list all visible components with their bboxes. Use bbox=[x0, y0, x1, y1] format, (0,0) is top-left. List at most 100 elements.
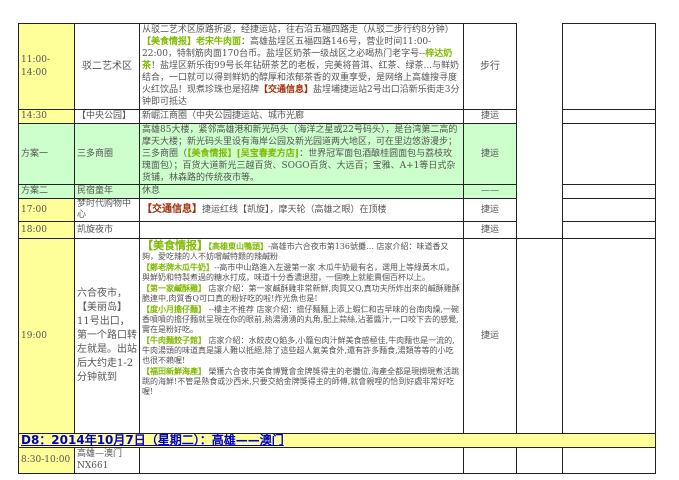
day-header-text: D8：2014年10月7日（星期二）：高雄——澳门 bbox=[21, 433, 284, 447]
place-text: 凯旋夜市 bbox=[77, 224, 114, 235]
time-text: 14:30 bbox=[21, 111, 47, 121]
time-cell: 14:30 bbox=[18, 109, 75, 124]
flight-number: NX661 bbox=[77, 461, 109, 471]
place-text: 三多商圈 bbox=[77, 148, 114, 159]
time-text: 8:30-10:00 bbox=[21, 455, 71, 465]
notes-cell bbox=[562, 198, 656, 222]
place-cell: 驳二艺术区 bbox=[74, 23, 140, 110]
restaurant-desc: 榮獲六合夜市美食博覽會金牌獎得主的老攤位,海產全都是現撈現煮活跳跳的海鮮!不管是… bbox=[142, 367, 460, 396]
transport-cell: 捷运 bbox=[463, 109, 517, 124]
plan-cell: 方案一 bbox=[18, 123, 75, 185]
food-info-tag: 【美食情报】 bbox=[187, 149, 237, 159]
place-text: 【中央公园】 bbox=[77, 111, 132, 121]
place-cell: 民宿童年 bbox=[74, 184, 140, 199]
empty-column bbox=[516, 23, 563, 239]
transport-cell: —— bbox=[463, 184, 517, 199]
desc-text: ：高雄盐埕区五福四路146号，营业时间11:00-22:00，特制筋肉面170台… bbox=[142, 37, 432, 59]
food-item: 【牛肉麵餃子館】 店家介紹：水餃皮Q餡多,小籠包肉汁鮮美食感極佳,牛肉麵也是一流… bbox=[142, 335, 461, 366]
transport-cell: 捷运 bbox=[463, 123, 517, 185]
place-cell: 【中央公园】 bbox=[74, 109, 140, 124]
restaurant-desc: --高市中山路進入左邊第一家 木瓜牛奶最有名，選用上等綠黃木瓜，與鮮奶和特製煮過… bbox=[142, 263, 454, 282]
restaurant-name: [吴宝春麦方店] bbox=[236, 149, 300, 159]
food-item: 【福田新鮮海產】 榮獲六合夜市美食博覽會金牌獎得主的老攤位,海產全都是現撈現煮活… bbox=[142, 366, 461, 397]
food-list: 【美食情报】【高雄東山鴨頭】-高雄市六合夜市第136號攤… 店家介紹：味道香又夠… bbox=[142, 240, 461, 397]
place-text: 梦时代购物中心 bbox=[77, 199, 132, 220]
place-cell: 高雄—澳门 NX661 bbox=[74, 447, 140, 474]
transport-cell: 捷运 bbox=[463, 198, 517, 222]
transport-cell: 捷运 bbox=[463, 238, 517, 434]
place-cell: 三多商圈 bbox=[74, 123, 140, 185]
restaurant-name: 【福田新鮮海產】 bbox=[142, 366, 206, 376]
plan-text: 方案二 bbox=[21, 186, 49, 196]
time-cell: 18:00 bbox=[18, 221, 75, 239]
description-cell: 新崛江商圈（中央公园捷运站、城市光廊 bbox=[139, 109, 464, 124]
desc-text: 休息 bbox=[142, 186, 161, 196]
description-cell: 休息 bbox=[139, 184, 464, 199]
restaurant-desc: -高雄市六合夜市第136號攤… 店家介紹：味道香又夠，愛吃辣的人不妨嚐鹹特餵的辣… bbox=[142, 242, 449, 261]
place-text: 高雄—澳门 bbox=[77, 449, 123, 459]
food-item: 【鄭老牌木瓜牛奶】--高市中山路進入左邊第一家 木瓜牛奶最有名，選用上等綠黃木瓜… bbox=[142, 262, 461, 283]
transport-cell: 步行 bbox=[463, 23, 517, 110]
empty-cell bbox=[516, 447, 563, 474]
description-cell: 从驳二艺术区原路折返，经捷运站，往右沿五福四路走（从驳二步行约8分钟） 【美食情报… bbox=[139, 23, 464, 110]
restaurant-desc: 店家介紹：水餃皮Q餡多,小籠包肉汁鮮美食感極佳,牛肉麵也是一流的,牛肉湯頭的味道… bbox=[142, 336, 455, 365]
restaurant-name: 【第一家鹹酥雞】 bbox=[142, 283, 206, 293]
restaurant-name: 老宋牛肉面 bbox=[196, 37, 242, 47]
restaurant-name: 【鄭老牌木瓜牛奶】 bbox=[142, 262, 214, 272]
place-text: 驳二艺术区 bbox=[82, 61, 132, 72]
food-item: 【美食情报】【高雄東山鴨頭】-高雄市六合夜市第136號攤… 店家介紹：味道香又夠… bbox=[142, 240, 461, 262]
desc-text: 盐埕埔捷运站2号出口沿新乐街走3分钟即可抵达 bbox=[142, 85, 460, 107]
transport-cell: 捷运 bbox=[463, 221, 517, 239]
traffic-info-tag: 【交通信息】 bbox=[259, 85, 314, 95]
time-text: 11:00-14:00 bbox=[21, 54, 50, 78]
empty-cell bbox=[516, 238, 563, 434]
time-text: 18:00 bbox=[21, 224, 47, 235]
food-item: 【度小月擔仔麵】 --樓主不推荐 店家介紹：擔仔麵麵上添上蝦仁和古早味的台南肉燥… bbox=[142, 304, 461, 335]
description-cell: 高雄85大楼，紧邻高雄港和新光码头（海洋之星或22号码头），是台湾第二高的摩天大… bbox=[139, 123, 464, 185]
food-item: 【第一家鹹酥雞】 店家介紹：第一家鹹酥雞非常新鮮,肉質又Q,真功夫所炸出來的鹹酥… bbox=[142, 283, 461, 304]
place-cell: 凯旋夜市 bbox=[74, 221, 140, 239]
description-cell: 【交通信息】捷运红线【凯旋】，摩天轮（高雄之眼）在顶楼 bbox=[139, 198, 464, 222]
restaurant-desc: --樓主不推荐 店家介紹：擔仔麵麵上添上蝦仁和古早味的台南肉燥,一碗香噴噴的擔仔… bbox=[142, 305, 460, 334]
notes-cell bbox=[562, 123, 656, 185]
restaurant-desc: 店家介紹：第一家鹹酥雞非常新鮮,肉質又Q,真功夫所炸出來的鹹酥雞酥脆連中,肉質香… bbox=[142, 284, 460, 303]
restaurant-name: 梓达奶茶 bbox=[142, 49, 453, 71]
place-cell: 六合夜市，【美丽岛】11号出口，第一个路口转左就是。出站后大约走1-2分钟就到 bbox=[74, 238, 140, 434]
transport-text: 捷运 bbox=[480, 148, 499, 159]
description-cell bbox=[139, 221, 464, 239]
notes-cell bbox=[562, 184, 656, 199]
desc-text: ！盐埕区新乐街99号长年钻研茶艺的老板，完美将普洱、红茶、绿茶...与鲜奶结合，… bbox=[142, 61, 460, 95]
time-cell: 8:30-10:00 bbox=[18, 447, 75, 474]
description-cell bbox=[139, 447, 464, 474]
transport-text: 捷运 bbox=[480, 330, 499, 341]
transport-text: 捷运 bbox=[480, 204, 499, 215]
transport-cell bbox=[463, 447, 517, 474]
time-cell: 17:00 bbox=[18, 198, 75, 222]
time-text: 17:00 bbox=[21, 204, 47, 215]
transport-text: —— bbox=[481, 186, 499, 196]
restaurant-name: 【高雄東山鴨頭】 bbox=[208, 241, 268, 251]
time-cell: 19:00 bbox=[18, 238, 75, 434]
desc-text: 从驳二艺术区原路折返，经捷运站，往右沿五福四路走（从驳二步行约8分钟） bbox=[142, 25, 454, 35]
desc-text: 高雄85大楼，紧邻高雄港和新光码头（海洋之星或22号码头），是台湾第二高的摩天大… bbox=[142, 125, 458, 159]
place-cell: 梦时代购物中心 bbox=[74, 198, 140, 222]
transport-text: 捷运 bbox=[480, 111, 499, 121]
plan-cell: 方案二 bbox=[18, 184, 75, 199]
desc-text: 捷运红线【凯旋】，摩天轮（高雄之眼）在顶楼 bbox=[202, 205, 387, 215]
transport-text: 捷运 bbox=[480, 224, 499, 235]
desc-text: 新崛江商圈（中央公园捷运站、城市光廊 bbox=[142, 111, 305, 121]
notes-cell bbox=[562, 109, 656, 124]
food-info-tag: 【美食情报】 bbox=[142, 37, 197, 47]
notes-cell bbox=[562, 221, 656, 239]
desc-text: ：世界冠军面包酒酿桂圆面包与荔枝玫瑰面包）；百货大道新光三越百货、SOGO百货、… bbox=[142, 149, 456, 183]
notes-cell bbox=[562, 447, 656, 474]
place-text: 六合夜市，【美丽岛】11号出口，第一个路口转左就是。出站后大约走1-2分钟就到 bbox=[77, 288, 137, 383]
restaurant-name: 【牛肉麵餃子館】 bbox=[142, 335, 206, 345]
time-text: 19:00 bbox=[21, 330, 47, 341]
description-cell: 【美食情报】【高雄東山鴨頭】-高雄市六合夜市第136號攤… 店家介紹：味道香又夠… bbox=[139, 238, 464, 434]
notes-cell bbox=[562, 23, 656, 110]
restaurant-name: 【度小月擔仔麵】 bbox=[142, 304, 206, 314]
place-text: 民宿童年 bbox=[77, 186, 114, 196]
transport-text: 步行 bbox=[480, 61, 500, 72]
notes-cell bbox=[562, 238, 656, 434]
